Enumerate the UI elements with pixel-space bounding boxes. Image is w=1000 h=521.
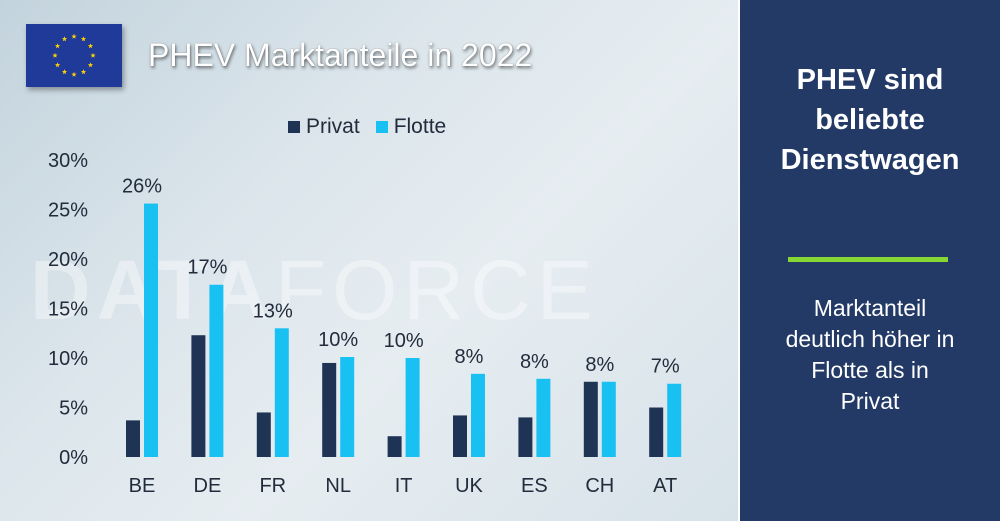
bar-flotte <box>340 357 355 457</box>
flag-star <box>71 33 77 39</box>
bar-flotte <box>667 383 682 457</box>
side-panel: PHEV sind beliebte Dienstwagen Marktante… <box>740 0 1000 521</box>
data-label: 8% <box>455 346 484 368</box>
bar-flotte <box>471 373 485 457</box>
y-tick-label: 0% <box>59 447 88 469</box>
flag-star <box>90 52 96 58</box>
x-tick-label: ES <box>521 475 548 497</box>
x-tick-label: IT <box>395 475 413 497</box>
flag-star <box>80 36 87 42</box>
green-divider <box>788 257 948 262</box>
flag-star <box>52 52 58 58</box>
bar-flotte <box>144 203 158 457</box>
data-label: 10% <box>384 330 424 352</box>
body-line: Privat <box>840 388 900 414</box>
bar-privat <box>387 436 402 457</box>
x-tick-label: CH <box>585 475 614 497</box>
bar-privat <box>453 415 467 457</box>
legend-item-flotte: Flotte <box>375 115 447 139</box>
bar-privat <box>518 417 533 457</box>
data-label: 8% <box>520 351 549 373</box>
data-label: 13% <box>253 300 293 322</box>
x-tick-label: NL <box>325 475 351 497</box>
chart-panel: DATAFORCE PHEV Marktanteile in 2022 Priv… <box>0 0 738 521</box>
flag-star <box>87 62 94 68</box>
x-tick-label: DE <box>194 475 222 497</box>
y-tick-label: 20% <box>48 249 88 271</box>
bar-privat <box>583 381 598 457</box>
bar-privat <box>126 420 140 457</box>
bar-privat <box>256 412 271 457</box>
data-label: 17% <box>187 257 227 279</box>
legend-label-privat: Privat <box>306 115 360 138</box>
x-tick-label: AT <box>653 475 677 497</box>
headline-line: Dienstwagen <box>780 144 960 176</box>
flag-star <box>61 36 68 42</box>
side-headline: PHEV sind beliebte Dienstwagen <box>740 60 1000 180</box>
data-label: 8% <box>585 354 614 376</box>
body-line: Flotte als in <box>811 357 929 383</box>
legend: Privat Flotte <box>288 115 462 139</box>
y-tick-label: 10% <box>48 348 88 370</box>
legend-swatch-flotte <box>375 121 388 133</box>
bar-flotte <box>209 284 224 457</box>
x-tick-label: UK <box>455 475 483 497</box>
eu-flag-icon <box>26 24 122 87</box>
data-label: 26% <box>122 176 162 198</box>
y-tick-label: 15% <box>48 299 88 321</box>
bar-flotte <box>536 378 551 457</box>
side-body-text: Marktanteil deutlich höher in Flotte als… <box>740 293 1000 417</box>
bar-chart: 0% 5% 10% 15% 20% 25% 30% 26% BE 17% DE 13% FR 10% NL 1… <box>48 150 682 497</box>
body-line: Marktanteil <box>813 295 927 321</box>
flag-star <box>61 69 68 75</box>
y-tick-label: 5% <box>59 398 88 420</box>
bar-flotte <box>405 358 420 457</box>
flag-star <box>87 43 94 49</box>
headline-line: PHEV sind <box>796 64 944 96</box>
bar-privat <box>649 407 664 457</box>
body-line: deutlich höher in <box>785 326 955 352</box>
legend-item-privat: Privat <box>288 115 360 139</box>
flag-star <box>71 71 77 77</box>
flag-star <box>54 43 61 49</box>
headline-line: beliebte <box>815 104 925 136</box>
x-tick-label: BE <box>129 475 156 497</box>
flag-star <box>80 69 87 75</box>
bar-flotte <box>274 328 289 457</box>
x-tick-label: FR <box>259 475 286 497</box>
legend-swatch-privat <box>288 121 300 133</box>
bar-privat <box>322 362 337 457</box>
bar-flotte <box>601 381 616 457</box>
legend-label-flotte: Flotte <box>393 115 447 138</box>
chart-title: PHEV Marktanteile in 2022 <box>148 37 533 73</box>
flag-star <box>54 62 61 68</box>
bar-privat <box>191 335 206 457</box>
y-tick-label: 30% <box>48 150 88 172</box>
data-label: 7% <box>651 356 680 378</box>
data-label: 10% <box>318 329 358 351</box>
y-tick-label: 25% <box>48 200 88 222</box>
